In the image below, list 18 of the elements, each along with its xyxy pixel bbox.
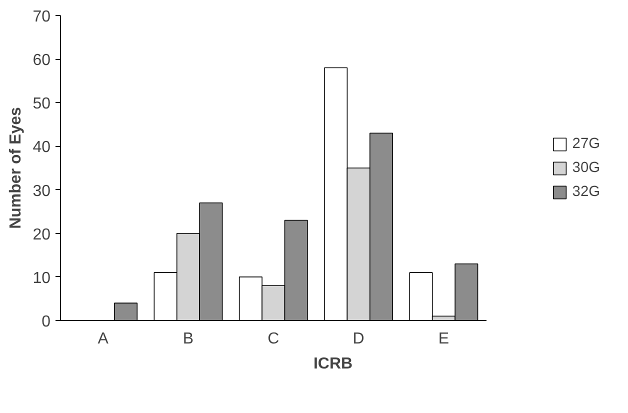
y-tick-label: 10 xyxy=(32,270,51,287)
x-tick-label: B xyxy=(182,330,194,348)
y-tick-label: 0 xyxy=(42,314,51,330)
x-tick-label: C xyxy=(268,330,280,348)
y-tick-label: 40 xyxy=(32,139,51,156)
y-tick-label: 30 xyxy=(32,182,51,200)
y-tick-label: 20 xyxy=(32,226,51,244)
legend-label: 30G xyxy=(572,160,600,176)
y-axis-title: Number of Eyes xyxy=(8,106,25,229)
y-tick-label: 50 xyxy=(32,96,51,113)
legend-label: 32G xyxy=(572,184,600,200)
x-tick-label: E xyxy=(438,330,450,348)
y-tick-label: 70 xyxy=(32,8,51,26)
x-tick-label: A xyxy=(98,330,109,348)
y-tick-label: 60 xyxy=(32,52,51,70)
legend-label: 27G xyxy=(572,136,600,152)
x-tick-label: D xyxy=(352,330,364,348)
x-axis-title: ICRB xyxy=(313,356,353,372)
